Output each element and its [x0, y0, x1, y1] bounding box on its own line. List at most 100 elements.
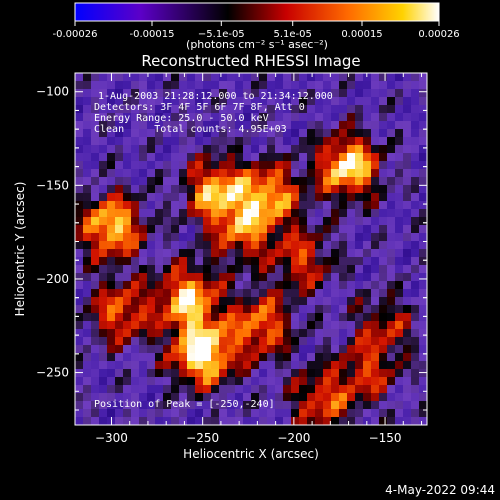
heatmap-pixel	[75, 281, 84, 290]
heatmap-pixel	[363, 137, 372, 146]
heatmap-pixel	[187, 257, 196, 266]
heatmap-pixel	[259, 337, 268, 346]
heatmap-pixel	[195, 385, 204, 394]
heatmap-pixel	[307, 145, 316, 154]
heatmap-pixel	[107, 137, 116, 146]
heatmap-pixel	[91, 113, 100, 122]
heatmap-pixel	[323, 113, 332, 122]
heatmap-pixel	[339, 393, 348, 402]
heatmap-pixel	[403, 105, 412, 114]
heatmap-pixel	[411, 289, 420, 298]
heatmap-pixel	[395, 225, 404, 234]
heatmap-pixel	[283, 409, 292, 418]
heatmap-pixel	[363, 377, 372, 386]
heatmap-pixel	[155, 265, 164, 274]
heatmap-pixel	[227, 369, 236, 378]
heatmap-pixel	[203, 313, 212, 322]
heatmap-pixel	[299, 401, 308, 410]
heatmap-pixel	[355, 281, 364, 290]
heatmap-pixel	[91, 329, 100, 338]
heatmap-pixel	[187, 369, 196, 378]
heatmap-pixel	[283, 265, 292, 274]
heatmap-pixel	[395, 305, 404, 314]
heatmap-pixel	[419, 409, 427, 418]
heatmap-pixel	[395, 177, 404, 186]
heatmap-pixel	[139, 89, 148, 98]
heatmap-pixel	[163, 121, 172, 130]
heatmap-pixel	[291, 377, 300, 386]
heatmap-pixel	[163, 153, 172, 162]
heatmap-pixel	[411, 233, 420, 242]
heatmap-pixel	[131, 385, 140, 394]
heatmap-pixel	[387, 409, 396, 418]
heatmap-pixel	[187, 385, 196, 394]
heatmap-pixel	[187, 105, 196, 114]
heatmap-pixel	[227, 345, 236, 354]
heatmap-pixel	[251, 121, 260, 130]
heatmap-pixel	[267, 353, 276, 362]
heatmap-pixel	[379, 337, 388, 346]
heatmap-pixel	[275, 329, 284, 338]
heatmap-pixel	[323, 393, 332, 402]
heatmap-pixel	[323, 209, 332, 218]
heatmap-pixel	[347, 289, 356, 298]
heatmap-pixel	[283, 145, 292, 154]
heatmap-pixel	[235, 313, 244, 322]
heatmap-pixel	[179, 297, 188, 306]
heatmap-pixel	[419, 177, 427, 186]
heatmap-pixel	[83, 217, 92, 226]
heatmap-pixel	[419, 209, 427, 218]
heatmap-pixel	[75, 145, 84, 154]
heatmap-pixel	[195, 97, 204, 106]
heatmap-pixel	[363, 193, 372, 202]
heatmap-pixel	[211, 201, 220, 210]
heatmap-pixel	[267, 225, 276, 234]
heatmap-pixel	[187, 281, 196, 290]
heatmap-pixel	[411, 369, 420, 378]
heatmap-image	[75, 73, 427, 425]
heatmap-pixel	[291, 313, 300, 322]
heatmap-pixel	[347, 113, 356, 122]
heatmap-pixel	[163, 185, 172, 194]
heatmap-pixel	[387, 257, 396, 266]
heatmap-pixel	[283, 249, 292, 258]
heatmap-pixel	[155, 177, 164, 186]
heatmap-pixel	[371, 81, 380, 90]
heatmap-pixel	[307, 129, 316, 138]
heatmap-pixel	[251, 417, 260, 425]
heatmap-pixel	[195, 73, 204, 82]
heatmap-pixel	[395, 321, 404, 330]
heatmap-pixel	[203, 369, 212, 378]
heatmap-pixel	[83, 129, 92, 138]
heatmap-pixel	[371, 361, 380, 370]
heatmap-pixel	[147, 249, 156, 258]
heatmap-pixel	[331, 401, 340, 410]
heatmap-pixel	[403, 409, 412, 418]
heatmap-pixel	[243, 81, 252, 90]
heatmap-pixel	[243, 313, 252, 322]
heatmap-pixel	[131, 225, 140, 234]
heatmap-pixel	[155, 289, 164, 298]
heatmap-pixel	[251, 273, 260, 282]
heatmap-pixel	[155, 337, 164, 346]
heatmap-pixel	[371, 113, 380, 122]
heatmap-pixel	[395, 113, 404, 122]
heatmap-pixel	[243, 281, 252, 290]
heatmap-pixel	[147, 113, 156, 122]
heatmap-pixel	[147, 97, 156, 106]
x-axis-tick-label: −300	[95, 431, 128, 445]
heatmap-pixel	[195, 225, 204, 234]
heatmap-pixel	[339, 153, 348, 162]
heatmap-pixel	[299, 137, 308, 146]
heatmap-pixel	[131, 281, 140, 290]
heatmap-pixel	[315, 225, 324, 234]
heatmap-pixel	[91, 249, 100, 258]
heatmap-pixel	[107, 329, 116, 338]
heatmap-pixel	[123, 273, 132, 282]
heatmap-pixel	[219, 137, 228, 146]
heatmap-pixel	[331, 249, 340, 258]
heatmap-pixel	[379, 233, 388, 242]
heatmap-pixel	[283, 417, 292, 425]
heatmap-pixel	[419, 113, 427, 122]
heatmap-pixel	[387, 113, 396, 122]
